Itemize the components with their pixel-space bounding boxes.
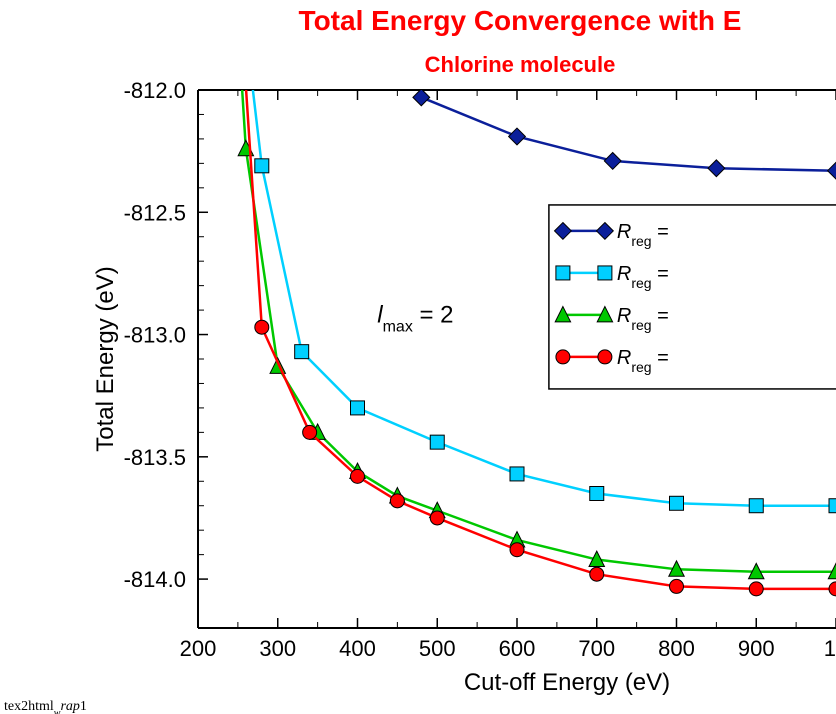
x-axis-label: Cut-off Energy (eV) <box>464 669 670 696</box>
y-axis-label: Total Energy (eV) <box>92 266 119 451</box>
chart-container: Total Energy Convergence with E Chlorine … <box>0 0 836 714</box>
annotation-lmax: lmax = 2 <box>377 301 453 335</box>
x-tick-label: 10 <box>824 636 836 661</box>
x-tick-label: 600 <box>499 636 536 661</box>
legend-box <box>549 205 836 389</box>
y-tick-label: -813.0 <box>124 323 186 348</box>
x-tick-label: 400 <box>339 636 376 661</box>
x-tick-label: 900 <box>738 636 775 661</box>
y-tick-label: -814.0 <box>124 567 186 592</box>
x-tick-label: 300 <box>259 636 296 661</box>
series-line <box>421 97 836 170</box>
main-title: Total Energy Convergence with E <box>299 5 742 36</box>
x-tick-label: 700 <box>578 636 615 661</box>
sub-title: Chlorine molecule <box>425 52 616 77</box>
y-tick-label: -812.5 <box>124 200 186 225</box>
x-tick-label: 800 <box>658 636 695 661</box>
convergence-chart: Total Energy Convergence with E Chlorine … <box>0 0 836 714</box>
footer-text: tex2htmlwrap1 <box>4 699 87 714</box>
x-tick-label: 500 <box>419 636 456 661</box>
y-tick-label: -813.5 <box>124 445 186 470</box>
x-tick-label: 200 <box>180 636 217 661</box>
y-tick-label: -812.0 <box>124 78 186 103</box>
